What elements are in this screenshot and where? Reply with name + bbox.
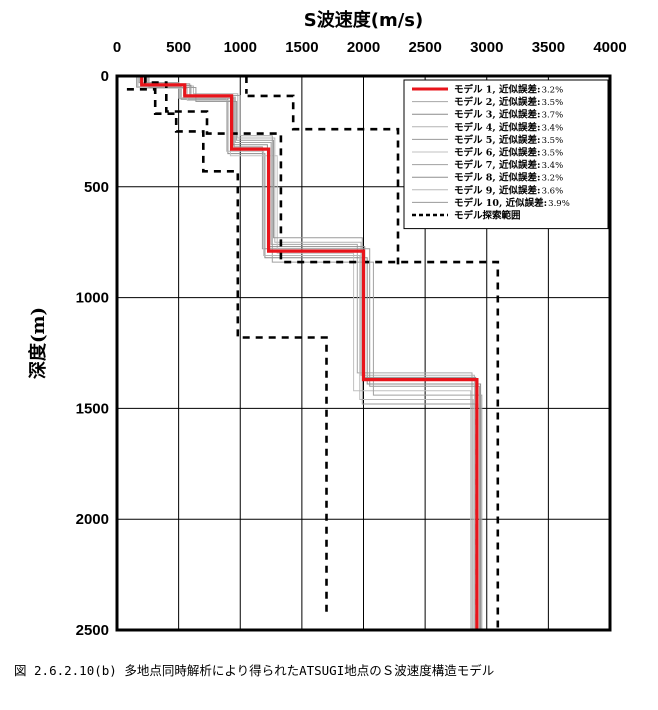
x-tick-label: 2000 [347,39,380,56]
y-tick-label: 1000 [76,290,109,307]
x-tick-label: 2500 [408,39,441,56]
x-tick-label: 1000 [224,39,257,56]
x-axis-title: S波速度(m/s) [304,9,423,31]
x-tick-label: 4000 [593,39,626,56]
legend-label: モデル 3, 近似誤差:3.7% [454,109,563,121]
legend-label: モデル 8, 近似誤差:3.2% [454,172,563,184]
legend-label: モデル 5, 近似誤差:3.5% [454,134,563,146]
legend-label: モデル 2, 近似誤差:3.5% [454,96,563,108]
series-line-9 [137,76,474,630]
legend-label: モデル 4, 近似誤差:3.4% [454,121,563,133]
y-tick-label: 1500 [76,400,109,417]
series-line-13 [247,94,400,265]
series-line-1 [140,76,479,630]
legend-box [403,79,609,230]
velocity-chart: 0 500 1000 1500 2000 2500 3000 3500 4000 0 500 100… [27,9,627,639]
figure-caption: 図 2.6.2.10(b) 多地点同時解析により得られたATSUGI地点のＳ波速… [14,663,495,678]
legend-label: モデル探索範囲 [454,210,521,222]
x-tick-label: 0 [113,39,121,56]
plot-frame [115,74,612,632]
y-axis-title: 深度(m) [27,307,49,379]
series-line-10 [148,76,479,630]
series-line-12 [126,88,328,617]
series-line-11 [144,76,500,630]
legend-label: モデル 1, 近似誤差:3.2% [454,84,563,96]
x-tick-labels: 0 500 1000 1500 2000 2500 3000 3500 4000 [113,39,627,56]
legend-label: モデル 9, 近似誤差:3.6% [454,184,563,196]
legend-label: モデル 6, 近似誤差:3.5% [454,147,563,159]
legend: モデル 1, 近似誤差:3.2%モデル 2, 近似誤差:3.5%モデル 3, 近… [403,79,609,230]
y-tick-label: 2500 [76,622,109,639]
y-tick-labels: 0 500 1000 1500 2000 2500 [76,68,109,639]
y-tick-label: 0 [101,68,109,85]
series-line-5 [138,76,480,630]
legend-label: モデル 10, 近似誤差:3.9% [454,197,570,209]
x-tick-label: 3500 [532,39,565,56]
series-group [126,76,500,630]
x-tick-label: 3000 [470,39,503,56]
x-tick-label: 500 [166,39,191,56]
y-tick-label: 2000 [76,511,109,528]
legend-label: モデル 7, 近似誤差:3.4% [454,159,563,171]
y-tick-label: 500 [84,179,109,196]
x-tick-label: 1500 [285,39,318,56]
